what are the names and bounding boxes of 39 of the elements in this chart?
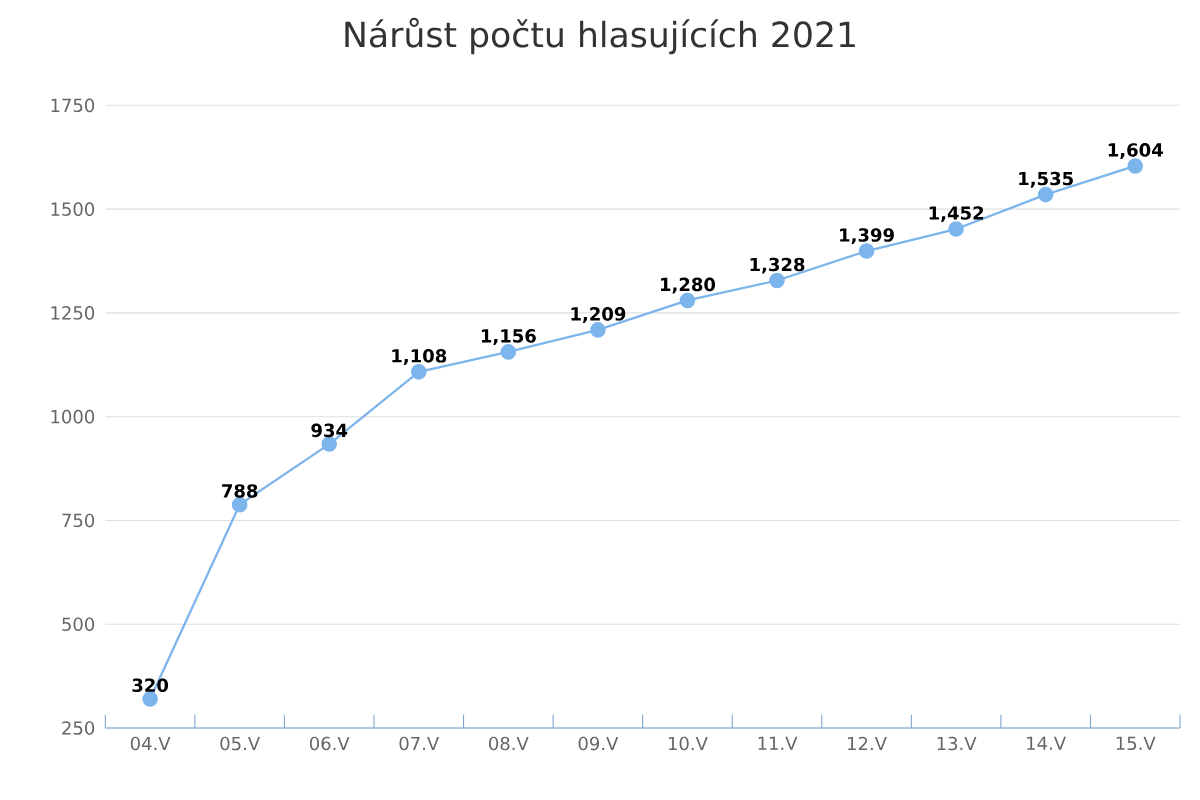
x-tick-label: 10.V [668, 736, 708, 751]
x-tick-label: 14.V [1027, 736, 1066, 750]
data-label: 934 [311, 423, 348, 438]
y-tick-label: 1250 [51, 306, 95, 320]
y-tick-label: 1000 [51, 409, 95, 424]
x-tick-label: 05.V [220, 736, 260, 751]
y-tick-label: 1750 [51, 98, 95, 113]
x-tick-label: 15.V [1116, 736, 1156, 751]
x-tick-label: 13.V [937, 736, 977, 751]
data-label: 1,399 [840, 228, 894, 245]
data-label: 1,535 [1019, 171, 1073, 188]
point [858, 243, 875, 259]
data-label: 1,452 [929, 206, 984, 223]
x-tick-label: 04.V [130, 736, 171, 751]
x-tick-label: 09.V [578, 736, 619, 751]
y-tick-label: 750 [62, 513, 95, 528]
y-tick-label: 500 [62, 617, 95, 632]
x-tick-label: 11.V [758, 736, 798, 750]
y-tick-label: 250 [62, 721, 95, 735]
data-label: 788 [222, 484, 258, 498]
data-label: 1,604 [1108, 143, 1163, 160]
chart-title: Nárůst počtu hlasujících 2021 [345, 17, 855, 55]
data-label: 1,328 [750, 257, 805, 274]
data-label: 1,280 [661, 277, 716, 294]
data-label: 1,209 [571, 307, 626, 323]
point [590, 322, 606, 338]
y-tick-label: 1500 [51, 202, 95, 216]
point [142, 691, 158, 707]
x-tick-label: 08.V [489, 736, 529, 751]
data-label: 320 [132, 678, 169, 693]
data-label: 1,108 [392, 349, 447, 365]
x-tick-label: 12.V [848, 736, 887, 751]
x-tick-label: 07.V [399, 736, 440, 751]
data-label: 1,156 [481, 329, 536, 345]
point [410, 364, 427, 380]
point [500, 344, 517, 360]
x-tick-label: 06.V [309, 736, 350, 751]
point [1127, 158, 1144, 174]
point [948, 221, 964, 237]
